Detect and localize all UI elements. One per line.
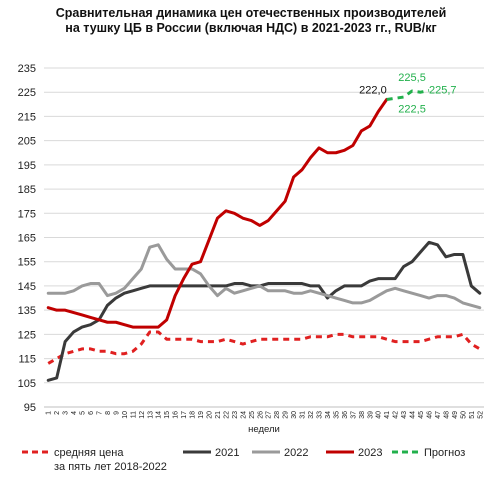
x-tick-label: 12 — [139, 411, 146, 419]
y-tick-label: 115 — [18, 354, 36, 366]
legend-label-0: средняя цена — [54, 447, 124, 459]
legend-label-4: Прогноз — [424, 447, 465, 459]
chart-title-line: Сравнительная динамика цен отечественных… — [56, 6, 447, 20]
x-tick-label: 21 — [215, 411, 222, 419]
x-tick-label: 43 — [401, 411, 408, 419]
x-tick-label: 7 — [97, 411, 104, 415]
x-tick-label: 40 — [376, 411, 383, 419]
x-tick-label: 20 — [207, 411, 214, 419]
y-tick-label: 145 — [18, 281, 36, 293]
x-tick-label: 10 — [122, 411, 129, 419]
y-tick-label: 165 — [18, 233, 36, 245]
x-tick-label: 6 — [88, 411, 95, 415]
y-tick-label: 175 — [18, 208, 36, 220]
x-tick-label: 39 — [367, 411, 374, 419]
x-tick-label: 18 — [190, 411, 197, 419]
legend-label-0: за пять лет 2018-2022 — [54, 461, 167, 473]
y-tick-label: 95 — [24, 402, 36, 414]
x-tick-label: 25 — [249, 411, 256, 419]
series-line-2 — [46, 243, 482, 310]
y-tick-label: 105 — [18, 378, 36, 390]
x-tick-label: 45 — [418, 411, 425, 419]
legend-label-3: 2023 — [358, 447, 382, 459]
series-line-0 — [47, 330, 481, 365]
x-tick-label: 9 — [113, 411, 120, 415]
x-tick-label: 29 — [283, 411, 290, 419]
x-tick-label: 23 — [232, 411, 239, 419]
x-tick-label: 30 — [291, 411, 298, 419]
y-tick-label: 155 — [18, 257, 36, 269]
x-tick-label: 1 — [46, 411, 53, 415]
x-axis-label: недели — [248, 424, 280, 435]
x-tick-label: 26 — [257, 411, 264, 419]
x-tick-label: 46 — [427, 411, 434, 419]
x-tick-label: 16 — [173, 411, 180, 419]
x-tick-label: 3 — [63, 411, 70, 415]
x-tick-label: 15 — [164, 411, 171, 419]
x-tick-label: 51 — [469, 411, 476, 419]
y-tick-label: 125 — [18, 329, 36, 341]
data-annotation: 225,5 — [398, 72, 426, 84]
x-tick-label: 44 — [410, 411, 417, 419]
x-tick-label: 49 — [452, 411, 459, 419]
series-line-4 — [386, 89, 430, 101]
x-tick-label: 2 — [54, 411, 61, 415]
data-annotation: 222,0 — [359, 84, 387, 96]
y-tick-label: 205 — [18, 136, 36, 148]
chart-title-line: на тушку ЦБ в России (включая НДС) в 202… — [65, 21, 436, 35]
x-tick-label: 33 — [317, 411, 324, 419]
legend-label-1: 2021 — [215, 447, 239, 459]
x-tick-label: 8 — [105, 411, 112, 415]
x-tick-label: 41 — [384, 411, 391, 419]
x-tick-label: 50 — [460, 411, 467, 419]
x-tick-label: 35 — [333, 411, 340, 419]
x-tick-label: 38 — [359, 411, 366, 419]
x-tick-label: 48 — [443, 411, 450, 419]
x-tick-label: 37 — [350, 411, 357, 419]
x-tick-label: 19 — [198, 411, 205, 419]
x-tick-label: 36 — [342, 411, 349, 419]
x-tick-label: 28 — [274, 411, 281, 419]
y-tick-label: 235 — [18, 63, 36, 75]
legend-label-2: 2022 — [284, 447, 308, 459]
x-tick-label: 47 — [435, 411, 442, 419]
y-tick-label: 185 — [18, 184, 36, 196]
x-tick-label: 34 — [325, 411, 332, 419]
x-tick-label: 32 — [308, 411, 315, 419]
y-tick-label: 225 — [18, 87, 36, 99]
x-tick-label: 13 — [147, 411, 154, 419]
y-tick-label: 135 — [18, 305, 36, 317]
x-tick-label: 17 — [181, 411, 188, 419]
x-tick-label: 42 — [393, 411, 400, 419]
x-tick-label: 27 — [266, 411, 273, 419]
x-tick-label: 4 — [71, 411, 78, 415]
x-tick-label: 5 — [80, 411, 87, 415]
x-tick-label: 24 — [240, 411, 247, 419]
x-tick-label: 31 — [300, 411, 307, 419]
x-tick-label: 11 — [130, 411, 137, 418]
series-line-3 — [46, 97, 389, 329]
y-tick-label: 195 — [18, 160, 36, 172]
data-annotation: 225,7 — [429, 85, 457, 97]
data-annotation: 222,5 — [398, 103, 426, 115]
x-tick-label: 14 — [156, 411, 163, 419]
series-line-1 — [46, 240, 482, 382]
y-tick-label: 215 — [18, 111, 36, 123]
x-tick-label: 22 — [223, 411, 230, 419]
x-tick-label: 52 — [477, 411, 484, 419]
